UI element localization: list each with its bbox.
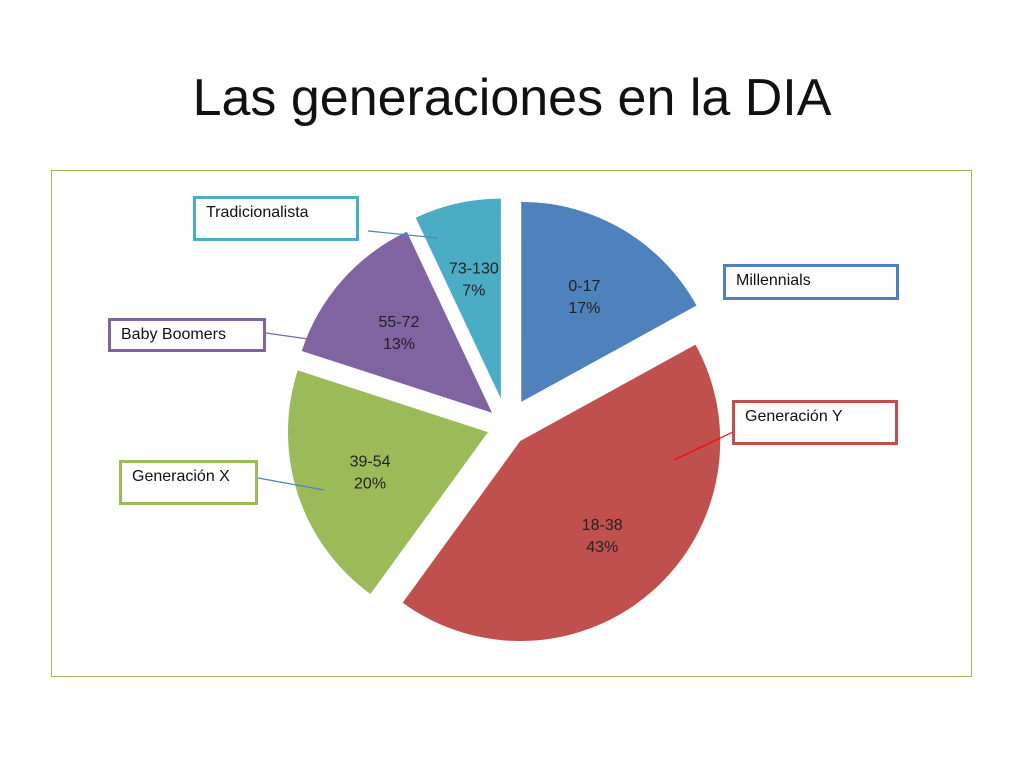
callout-baby-boomers: Baby Boomers <box>108 318 266 352</box>
leader-line-39-54 <box>257 477 325 491</box>
data-label-73-130: 73-130 7% <box>449 261 499 300</box>
chart-frame: 0-17 17% 18-38 43% 39-54 20% 55-72 13% 73-130 7% … <box>51 170 972 677</box>
data-label-18-38: 18-38 43% <box>582 517 623 556</box>
callout-millennials: Millennials <box>723 264 899 300</box>
data-label-39-54: 39-54 20% <box>350 453 391 492</box>
leader-line-73-130 <box>367 230 439 239</box>
callout-tradicionalista: Tradicionalista <box>193 196 359 241</box>
pie-slice-39-54 <box>287 370 488 594</box>
data-label-0-17: 0-17 17% <box>568 278 600 317</box>
pie-slice-55-72 <box>301 231 492 413</box>
callout-generaci-n-y: Generación Y <box>732 400 898 445</box>
leader-line-55-72 <box>265 332 330 343</box>
callout-generaci-n-x: Generación X <box>119 460 258 505</box>
slide-title: Las generaciones en la DIA <box>192 69 832 127</box>
pie-slice-18-38 <box>402 344 721 642</box>
pie-chart: 0-17 17% 18-38 43% 39-54 20% 55-72 13% 73-130 7% <box>257 198 734 642</box>
data-label-55-72: 55-72 13% <box>379 314 420 353</box>
leader-line-18-38 <box>673 431 734 461</box>
pie-slice-0-17 <box>521 201 697 402</box>
pie-slice-73-130 <box>415 198 501 399</box>
